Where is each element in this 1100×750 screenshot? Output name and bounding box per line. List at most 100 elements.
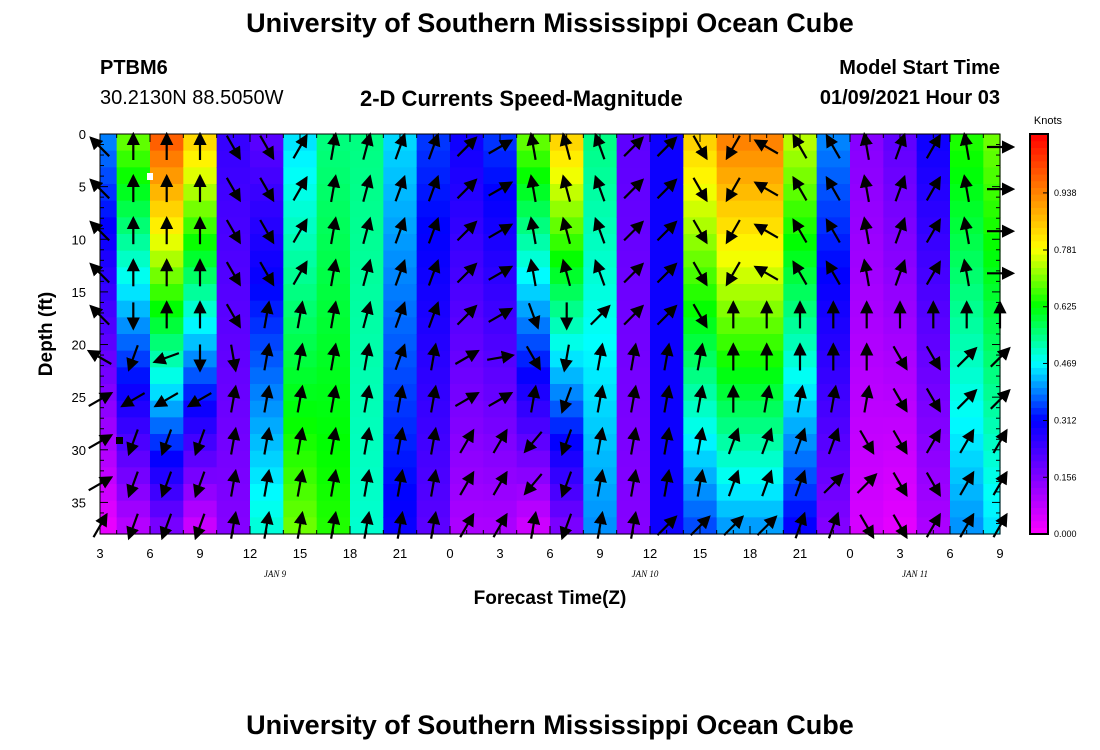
heatmap-cell xyxy=(283,267,318,285)
heatmap-cell xyxy=(983,434,1001,452)
heatmap-cell xyxy=(850,417,884,435)
current-vector xyxy=(792,133,808,159)
current-vector xyxy=(293,468,307,497)
current-vector xyxy=(394,301,407,328)
heatmap-cell xyxy=(450,150,484,168)
heatmap-cell xyxy=(883,400,918,418)
current-vector xyxy=(894,259,907,286)
x-tick-label: 12 xyxy=(243,546,257,561)
current-vector xyxy=(892,472,908,498)
heatmap-cell xyxy=(483,400,518,418)
heatmap-cell xyxy=(550,167,584,185)
heatmap-cell xyxy=(316,450,351,468)
current-vector xyxy=(152,352,180,365)
heatmap-cell xyxy=(983,334,1001,352)
current-vector xyxy=(459,428,475,454)
current-vector xyxy=(725,261,741,287)
heatmap-cell xyxy=(583,400,618,418)
heatmap-cell xyxy=(716,450,751,468)
heatmap-cell xyxy=(350,367,384,385)
colorbar-tick-label: 0.312 xyxy=(1054,416,1077,426)
heatmap-cell xyxy=(383,450,418,468)
colorbar-segment xyxy=(1030,487,1048,495)
heatmap-cell xyxy=(883,384,918,402)
current-vector xyxy=(892,514,908,540)
heatmap-cell xyxy=(350,250,384,268)
current-vector xyxy=(488,265,514,281)
current-vector xyxy=(427,342,441,371)
current-vector xyxy=(394,132,407,160)
colorbar-segment xyxy=(1030,460,1048,468)
heatmap-cell xyxy=(250,484,284,502)
current-vector xyxy=(559,216,573,245)
current-vector xyxy=(488,223,514,239)
heatmap-cell xyxy=(100,234,118,252)
current-vector xyxy=(892,345,908,371)
current-vector xyxy=(959,428,975,454)
heatmap-cell xyxy=(650,417,684,435)
heatmap-cell xyxy=(850,367,884,385)
current-vector xyxy=(794,469,807,497)
y-tick-label: 15 xyxy=(72,285,86,300)
heatmap-cell xyxy=(316,334,351,352)
heatmap-cell xyxy=(916,384,951,402)
heatmap-cell xyxy=(283,200,318,218)
current-vector xyxy=(492,470,508,496)
current-vector xyxy=(488,139,514,155)
heatmap-cell xyxy=(350,284,384,302)
heatmap-cell xyxy=(283,484,318,502)
current-vector xyxy=(693,384,707,413)
heatmap-cell xyxy=(750,234,784,252)
colorbar-segment xyxy=(1030,300,1048,308)
heatmap-cell xyxy=(183,334,218,352)
current-vector xyxy=(527,302,541,330)
heatmap-cell xyxy=(950,334,984,352)
heatmap-cell xyxy=(883,167,918,185)
heatmap-cell xyxy=(883,250,918,268)
current-vector xyxy=(656,262,678,284)
heatmap-cell xyxy=(216,450,251,468)
colorbar-segment xyxy=(1030,507,1048,515)
heatmap-cell xyxy=(450,400,484,418)
current-vector xyxy=(159,471,173,499)
y-tick-label: 25 xyxy=(72,390,86,405)
current-vector xyxy=(327,426,341,455)
x-tick-label: 15 xyxy=(293,546,307,561)
date-label: JAN 10 xyxy=(632,569,659,579)
current-vector xyxy=(259,261,275,287)
current-vector xyxy=(623,220,645,242)
heatmap-cell xyxy=(100,300,118,318)
heatmap-cell xyxy=(550,234,584,252)
current-vector xyxy=(186,392,212,408)
colorbar-segment xyxy=(1030,500,1048,508)
current-vector xyxy=(526,216,540,245)
heatmap-cell xyxy=(683,367,718,385)
heatmap-cell xyxy=(716,234,751,252)
current-vector xyxy=(656,136,678,157)
colorbar-tick-label: 0.938 xyxy=(1054,188,1077,198)
x-tick-label: 3 xyxy=(496,546,503,561)
heatmap-cell xyxy=(100,267,118,285)
current-vector xyxy=(761,469,774,497)
heatmap-cell xyxy=(516,317,551,335)
heatmap-cell xyxy=(350,234,384,252)
current-vector xyxy=(327,258,341,287)
heatmap-cell xyxy=(516,250,551,268)
heatmap-cell xyxy=(100,217,118,235)
current-vector xyxy=(360,342,374,371)
heatmap-cell xyxy=(916,167,951,185)
heatmap-cell xyxy=(850,500,884,518)
current-vector xyxy=(153,392,179,408)
heatmap-cell xyxy=(416,317,451,335)
heatmap-cell xyxy=(216,250,251,268)
current-vector xyxy=(487,350,515,364)
heatmap-cell xyxy=(950,417,984,435)
x-axis: 3 6 9 12 15 18 21 0 3 6 9 12 15 18 21 0 3 6 9 JAN 9 JAN 10 JA… xyxy=(96,134,1004,579)
heatmap-cell xyxy=(150,450,184,468)
current-vector xyxy=(227,384,241,413)
current-vector xyxy=(394,259,407,286)
current-vector xyxy=(393,468,407,497)
current-vector xyxy=(660,342,674,371)
heatmap-cell xyxy=(983,250,1001,268)
heatmap-cell xyxy=(916,400,951,418)
